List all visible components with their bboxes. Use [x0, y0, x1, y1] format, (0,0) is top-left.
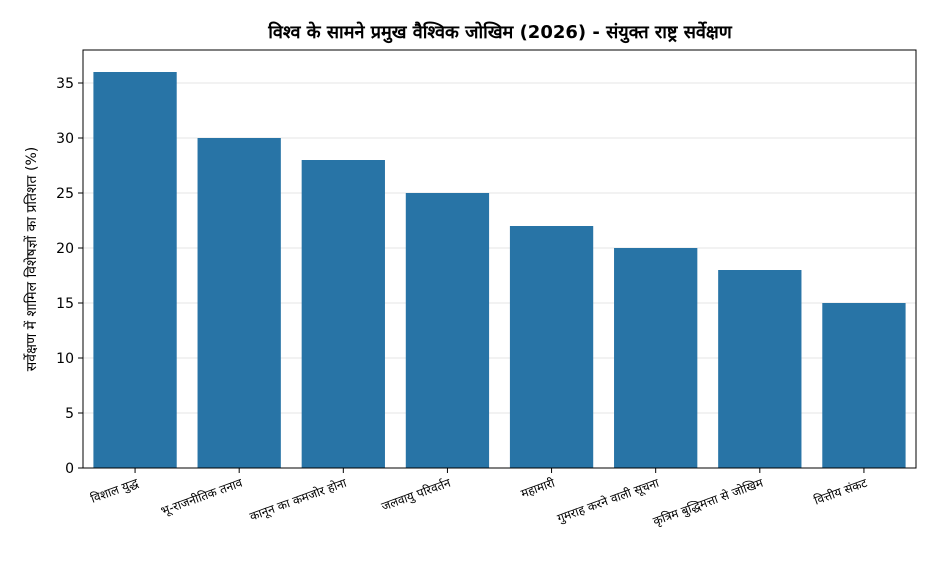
- chart-title: विश्व के सामने प्रमुख वैश्विक जोखिम (202…: [267, 21, 733, 44]
- x-tick-label: भू-राजनीतिक तनाव: [159, 476, 245, 520]
- bar: [93, 72, 177, 468]
- y-axis-label: सर्वेक्षण में शामिल विशेषज्ञों का प्रतिश…: [23, 147, 40, 371]
- y-tick-label: 20: [56, 241, 74, 257]
- x-tick-label: वित्तीय संकट: [812, 475, 870, 507]
- x-tick-label: विशाल युद्ध: [89, 476, 141, 507]
- bars: [93, 72, 906, 468]
- y-tick-label: 0: [65, 461, 74, 477]
- x-tick-label: कृत्रिम बुद्धिमत्ता से जोखिम: [651, 475, 766, 529]
- bar: [197, 138, 281, 468]
- y-tick-label: 5: [65, 406, 74, 422]
- axes: [82, 49, 917, 469]
- y-tick-label: 30: [56, 131, 74, 147]
- x-tick-label: गुमराह करने वाली सूचना: [555, 475, 662, 526]
- bar: [822, 303, 906, 468]
- x-tick-label: कानून का कमजोर होना: [248, 475, 350, 524]
- bar: [718, 270, 802, 468]
- y-tick-label: 35: [56, 76, 74, 92]
- y-tick-label: 15: [56, 296, 74, 312]
- y-axis-ticks: 0 5 10 15 20 25 30 35: [56, 76, 83, 477]
- x-tick-label: महामारी: [519, 475, 557, 500]
- bar: [405, 193, 490, 468]
- x-tick-label: जलवायु परिवर्तन: [379, 476, 453, 515]
- bar: [509, 226, 594, 468]
- bar: [614, 248, 698, 468]
- x-axis-ticks: विशाल युद्ध भू-राजनीतिक तनाव कानून का कमजो…: [89, 468, 870, 529]
- bar: [301, 160, 385, 468]
- y-tick-label: 25: [56, 186, 74, 202]
- plot-frame: [82, 49, 917, 469]
- y-tick-label: 10: [56, 351, 74, 367]
